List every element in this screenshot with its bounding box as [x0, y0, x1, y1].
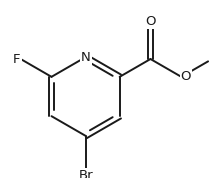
- Text: Br: Br: [78, 169, 93, 178]
- Text: O: O: [181, 70, 191, 83]
- Text: F: F: [13, 53, 21, 66]
- Text: N: N: [81, 51, 90, 64]
- Text: O: O: [145, 15, 156, 28]
